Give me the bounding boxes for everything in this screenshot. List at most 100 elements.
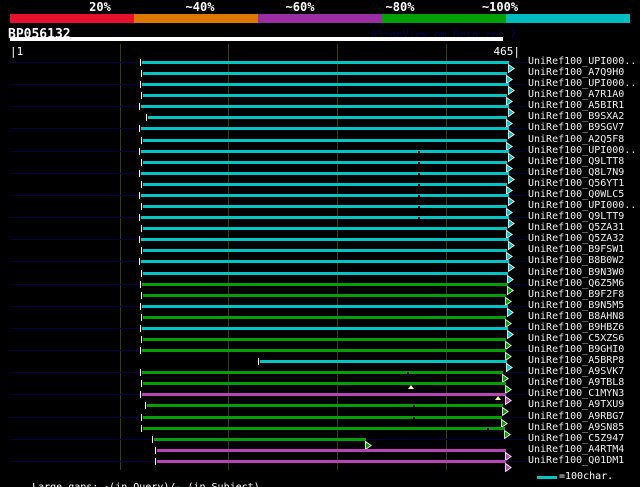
hit-label[interactable]: UniRef100_A2Q5F8 (528, 134, 625, 145)
hit-label[interactable]: UniRef100_A5BIR1 (528, 100, 625, 111)
alignment-bar[interactable] (148, 116, 507, 119)
hit-label[interactable]: UniRef100_A9TXU9 (528, 399, 625, 410)
alignment-bar[interactable] (143, 316, 506, 319)
alignment-bar[interactable] (143, 183, 507, 186)
alignment-bar[interactable] (141, 105, 509, 108)
alignment-start-tick (141, 292, 142, 299)
alignment-bar[interactable] (143, 294, 506, 297)
hit-label[interactable]: UniRef100_A9SN85 (528, 422, 625, 433)
alignment-arrowhead-icon (508, 191, 515, 207)
alignment-bar[interactable] (142, 283, 508, 286)
alignment-arrowhead-icon (508, 235, 515, 251)
gap-marker-subject (418, 151, 420, 153)
hit-label[interactable]: UniRef100_A9RBG7 (528, 411, 625, 422)
alignment-bar[interactable] (142, 83, 509, 86)
hit-label[interactable]: UniRef100_Q8L7N9 (528, 167, 625, 178)
alignment-bar[interactable] (143, 338, 506, 341)
hit-label[interactable]: UniRef100_B9GHI0 (528, 344, 625, 355)
gap-marker-subject (418, 195, 420, 197)
alignment-bar[interactable] (143, 227, 507, 230)
alignment-start-tick (141, 181, 142, 188)
alignment-bar[interactable] (142, 327, 508, 330)
alignment-bar[interactable] (143, 382, 506, 385)
alignment-bar[interactable] (143, 72, 507, 75)
hit-label[interactable]: UniRef100_Q9LTT8 (528, 156, 625, 167)
alignment-bar[interactable] (142, 349, 506, 352)
gap-legend-mid: (in Query)/ (109, 482, 175, 487)
scale-bar-sample-icon (537, 476, 557, 479)
alignment-bar[interactable] (141, 216, 509, 219)
alignment-arrowhead-icon (508, 257, 515, 273)
alignment-bar[interactable] (141, 172, 509, 175)
hit-label[interactable]: UniRef100_Q56YT1 (528, 178, 625, 189)
hit-label[interactable]: UniRef100_Q01DM1 (528, 455, 625, 466)
hit-label[interactable]: UniRef100_B9SGV7 (528, 122, 625, 133)
hit-label[interactable]: UniRef100_A7R1A0 (528, 89, 625, 100)
hit-label[interactable]: UniRef100_A7Q9H0 (528, 67, 625, 78)
alignment-bar[interactable] (143, 272, 508, 275)
hit-label[interactable]: UniRef100_UPI000.. (528, 78, 637, 89)
alignment-bar[interactable] (143, 249, 507, 252)
alignment-start-tick (139, 258, 140, 265)
hit-label[interactable]: UniRef100_UPI000.. (528, 200, 637, 211)
hit-label[interactable]: UniRef100_B9FSW1 (528, 244, 625, 255)
alignment-start-tick (141, 225, 142, 232)
hit-label[interactable]: UniRef100_A9SVK7 (528, 366, 625, 377)
alignment-bar[interactable] (157, 449, 506, 452)
hit-label[interactable]: UniRef100_A4RTM4 (528, 444, 625, 455)
hit-label[interactable]: UniRef100_B9N5M5 (528, 300, 625, 311)
alignment-bar[interactable] (154, 438, 366, 441)
hit-label[interactable]: UniRef100_A9TBL8 (528, 377, 625, 388)
alignment-bar[interactable] (147, 404, 503, 407)
alignment-bar[interactable] (157, 460, 506, 463)
hit-label[interactable]: UniRef100_A5BRP8 (528, 355, 625, 366)
alignment-start-tick (141, 247, 142, 254)
alignment-arrowhead-icon (507, 280, 514, 296)
hit-label[interactable]: UniRef100_C5XZS6 (528, 333, 625, 344)
alignment-bar[interactable] (141, 194, 509, 197)
alignment-bar[interactable] (143, 416, 502, 419)
alignment-arrowhead-icon (505, 446, 512, 462)
hit-label[interactable]: UniRef100_B9SXA2 (528, 111, 625, 122)
identity-scale-label: ~100% (481, 0, 519, 14)
alignment-arrowhead-icon (508, 147, 515, 163)
identity-scale-segment (258, 14, 382, 23)
alignment-arrowhead-icon (505, 346, 512, 362)
hit-label[interactable]: UniRef100_B9F2F8 (528, 289, 625, 300)
identity-scale-bar (0, 0, 640, 24)
alignment-bar[interactable] (143, 205, 507, 208)
alignment-start-tick (141, 380, 142, 387)
hit-label[interactable]: UniRef100_UPI000.. (528, 145, 637, 156)
alignment-bar[interactable] (143, 427, 505, 430)
alignment-bar[interactable] (141, 127, 509, 130)
hit-label[interactable]: UniRef100_UPI000.. (528, 56, 637, 67)
hit-label[interactable]: UniRef100_B8AHN8 (528, 311, 625, 322)
hit-label[interactable]: UniRef100_C5Z947 (528, 433, 625, 444)
alignment-bar[interactable] (143, 161, 507, 164)
alignment-bar[interactable] (142, 305, 508, 308)
gap-marker-subject (418, 206, 420, 208)
hit-label[interactable]: UniRef100_Q6Z5M6 (528, 278, 625, 289)
alignment-bar[interactable] (142, 61, 509, 64)
hit-label[interactable]: UniRef100_B9N3W0 (528, 267, 625, 278)
alignment-arrowhead-icon (505, 390, 512, 406)
hit-label[interactable]: UniRef100_Q0WLC5 (528, 189, 625, 200)
alignment-bar[interactable] (143, 139, 507, 142)
alignment-bar[interactable] (141, 260, 509, 263)
alignment-bar[interactable] (142, 371, 503, 374)
alignment-bar[interactable] (260, 360, 507, 363)
hit-label[interactable]: UniRef100_B9HBZ6 (528, 322, 625, 333)
alignment-bar[interactable] (142, 393, 506, 396)
hit-label[interactable]: UniRef100_Q9LTT9 (528, 211, 625, 222)
alignment-start-tick (140, 325, 141, 332)
hit-label[interactable]: UniRef100_B8B0W2 (528, 255, 625, 266)
alignment-arrowhead-icon (505, 379, 512, 395)
hit-label[interactable]: UniRef100_C1MYN3 (528, 388, 625, 399)
alignment-start-tick (139, 214, 140, 221)
alignment-bar[interactable] (141, 150, 509, 153)
alignment-bar[interactable] (141, 238, 509, 241)
alignment-bar[interactable] (143, 94, 507, 97)
hit-label[interactable]: UniRef100_Q5ZA32 (528, 233, 625, 244)
gap-marker-subject (418, 217, 420, 219)
hit-label[interactable]: UniRef100_Q5ZA31 (528, 222, 625, 233)
